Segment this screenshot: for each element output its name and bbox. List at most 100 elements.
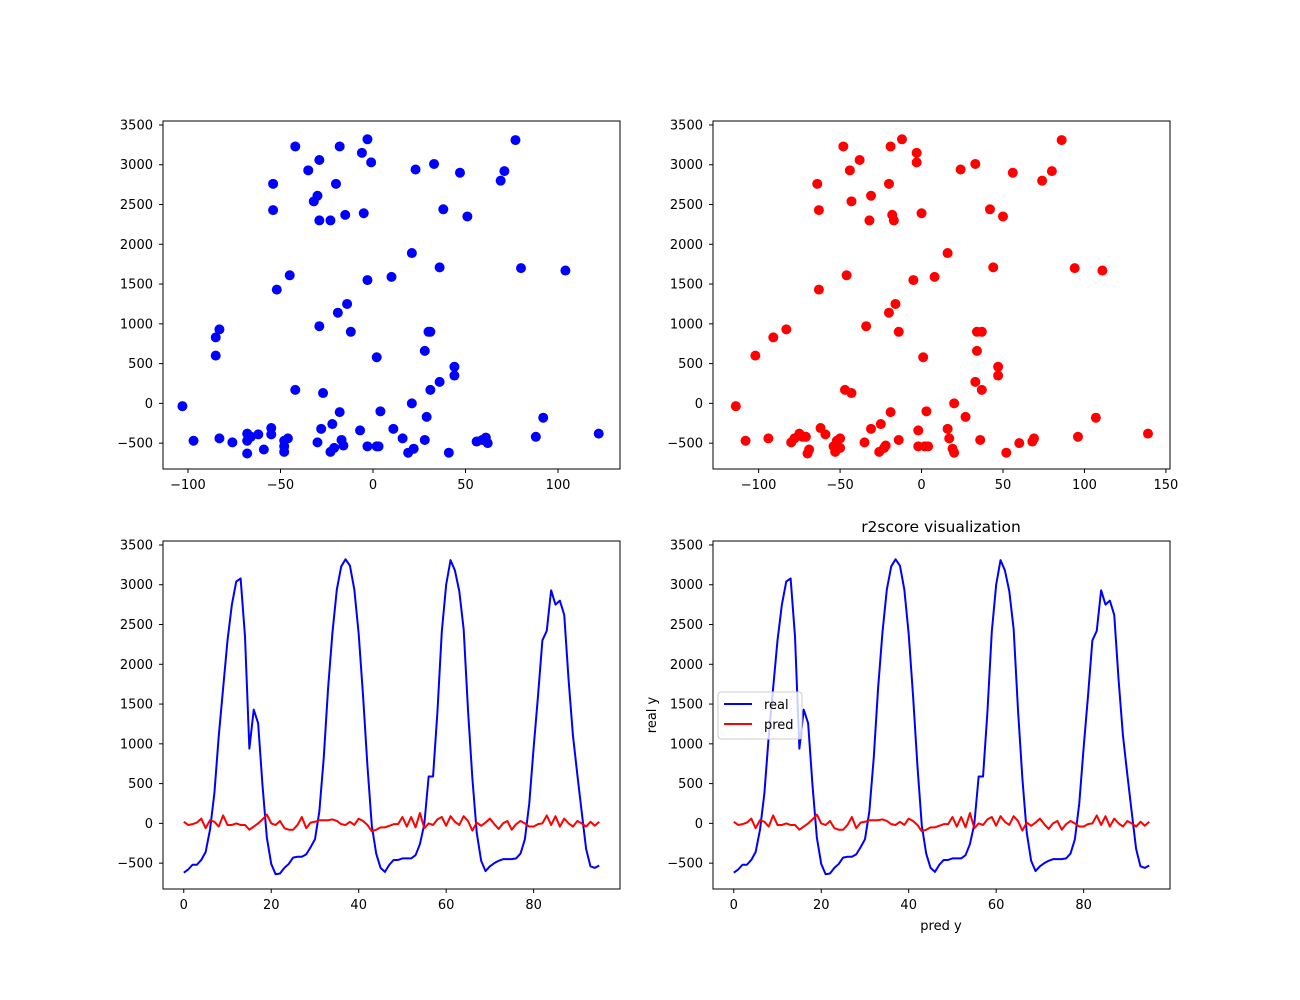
scatter-point xyxy=(373,441,384,452)
scatter-point xyxy=(325,215,336,226)
scatter-point xyxy=(449,370,460,381)
scatter-point xyxy=(730,401,741,412)
scatter-point xyxy=(495,175,506,186)
scatter-point xyxy=(356,147,367,158)
subplot-r2score: 0 20 40 60 80 −500 0 500 1000 1500 2000 2500 3000 35… xyxy=(645,518,1171,934)
scatter-point xyxy=(314,154,325,165)
scatter-point xyxy=(340,209,351,220)
x-tick-label: 80 xyxy=(1075,898,1092,913)
scatter-point xyxy=(210,332,221,343)
scatter-point xyxy=(861,321,872,332)
subplot-line-series: 0 20 40 60 80 −500 0 500 1000 1500 2000 2500 3000 35… xyxy=(117,538,621,913)
scatter-point xyxy=(449,361,460,372)
y-tick-label: 2000 xyxy=(120,658,153,673)
y-tick-label: 2500 xyxy=(670,198,703,213)
x-axis: −100 −50 0 50 100 xyxy=(170,469,570,493)
scatter-point xyxy=(971,345,982,356)
scatter-point xyxy=(366,157,377,168)
scatter-point xyxy=(214,433,225,444)
scatter-point xyxy=(1014,438,1025,449)
scatter-point xyxy=(866,190,877,201)
x-tick-label: 60 xyxy=(988,898,1005,913)
x-tick-label: −100 xyxy=(170,478,206,493)
scatter-point xyxy=(342,298,353,309)
scatter-point xyxy=(1001,447,1012,458)
line-series xyxy=(733,558,1150,876)
scatter-point xyxy=(188,435,199,446)
scatter-point xyxy=(942,248,953,259)
y-tick-label: 2500 xyxy=(120,198,153,213)
series-line-real xyxy=(733,558,1150,876)
scatter-point xyxy=(290,141,301,152)
scatter-point xyxy=(1028,433,1039,444)
y-axis: −500 0 500 1000 1500 2000 2500 3000 3500 xyxy=(667,118,713,452)
scatter-points xyxy=(730,134,1154,459)
y-tick-label: 1500 xyxy=(670,698,703,713)
scatter-point xyxy=(334,407,345,418)
scatter-point xyxy=(227,437,238,448)
y-axis: −500 0 500 1000 1500 2000 2500 3000 3500 xyxy=(667,538,713,872)
scatter-point xyxy=(510,135,521,146)
scatter-point xyxy=(268,178,279,189)
scatter-point xyxy=(462,211,473,222)
scatter-point xyxy=(303,165,314,176)
x-tick-label: −100 xyxy=(741,478,777,493)
scatter-point xyxy=(318,388,329,399)
x-tick-label: −50 xyxy=(267,478,294,493)
scatter-point xyxy=(1090,412,1101,423)
x-tick-label: 50 xyxy=(457,478,474,493)
scatter-point xyxy=(859,437,870,448)
scatter-point xyxy=(976,326,987,337)
scatter-point xyxy=(266,429,277,440)
scatter-point xyxy=(1069,263,1080,274)
scatter-point xyxy=(838,141,849,152)
x-tick-label: 0 xyxy=(730,898,738,913)
scatter-point xyxy=(976,384,987,395)
scatter-point xyxy=(282,433,293,444)
y-tick-label: 1000 xyxy=(120,317,153,332)
scatter-point xyxy=(923,441,934,452)
y-tick-label: 3500 xyxy=(670,118,703,133)
scatter-point xyxy=(893,434,904,445)
y-tick-label: 1000 xyxy=(670,737,703,752)
scatter-point xyxy=(875,419,886,430)
x-axis-label: pred y xyxy=(920,919,962,934)
scatter-point xyxy=(804,444,815,455)
scatter-point xyxy=(284,270,295,281)
x-axis: −100 −50 0 50 100 150 xyxy=(741,469,1178,493)
x-tick-label: 0 xyxy=(369,478,377,493)
x-tick-label: 60 xyxy=(438,898,455,913)
y-tick-label: 1500 xyxy=(120,278,153,293)
scatter-point xyxy=(1056,135,1067,146)
y-tick-label: 3500 xyxy=(120,538,153,553)
scatter-point xyxy=(993,370,1004,381)
scatter-point xyxy=(332,307,343,318)
y-tick-label: −500 xyxy=(117,857,153,872)
y-tick-label: 3500 xyxy=(120,118,153,133)
y-tick-label: 3500 xyxy=(670,538,703,553)
scatter-point xyxy=(844,165,855,176)
scatter-point xyxy=(812,178,823,189)
y-axis: −500 0 500 1000 1500 2000 2500 3000 3500 xyxy=(117,118,163,452)
scatter-point xyxy=(355,425,366,436)
scatter-point xyxy=(419,345,430,356)
scatter-point xyxy=(279,446,290,457)
scatter-point xyxy=(1097,265,1108,276)
scatter-point xyxy=(499,166,510,177)
subplot-scatter-red: −100 −50 0 50 100 150 −5000500100015002000250… xyxy=(667,118,1178,493)
axes-frame xyxy=(712,540,1171,890)
scatter-point xyxy=(538,412,549,423)
scatter-point xyxy=(949,447,960,458)
scatter-point xyxy=(408,443,419,454)
y-axis: −500 0 500 1000 1500 2000 2500 3000 3500 xyxy=(117,538,163,872)
scatter-point xyxy=(314,215,325,226)
y-tick-label: 3000 xyxy=(120,158,153,173)
y-tick-label: −500 xyxy=(667,857,703,872)
scatter-point xyxy=(371,352,382,363)
x-tick-label: 20 xyxy=(813,898,830,913)
scatter-point xyxy=(908,275,919,286)
y-tick-label: 2000 xyxy=(120,238,153,253)
scatter-point xyxy=(271,284,282,295)
